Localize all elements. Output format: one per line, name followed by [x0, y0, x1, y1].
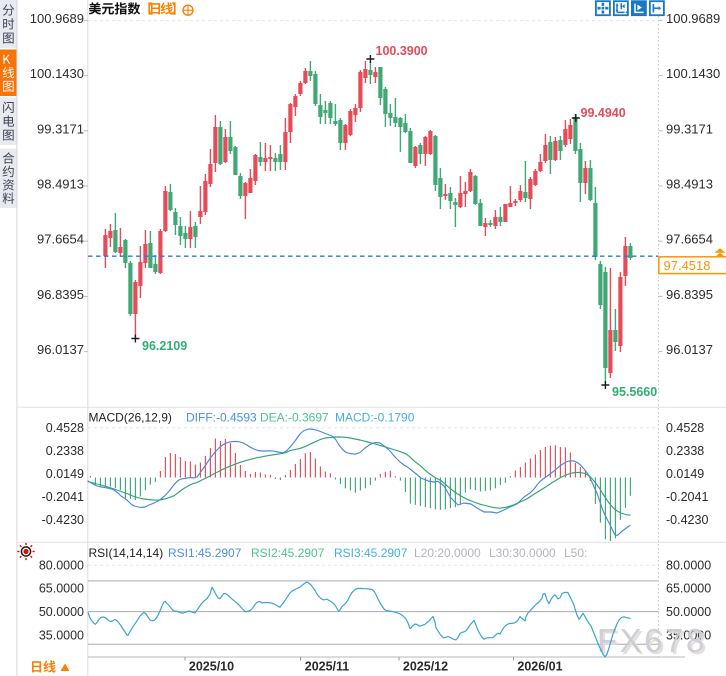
- svg-text:95.5660: 95.5660: [612, 385, 657, 399]
- svg-text:96.2109: 96.2109: [142, 339, 187, 353]
- svg-text:96.8395: 96.8395: [37, 287, 84, 302]
- svg-text:2026/01: 2026/01: [517, 660, 562, 674]
- svg-text:97.4518: 97.4518: [664, 258, 711, 273]
- svg-text:L30:30.0000: L30:30.0000: [489, 546, 556, 560]
- svg-text:0.0149: 0.0149: [666, 467, 704, 481]
- svg-text:RSI2:45.2907: RSI2:45.2907: [251, 546, 325, 560]
- svg-text:2025/11: 2025/11: [305, 660, 350, 674]
- svg-text:100.9689: 100.9689: [30, 11, 84, 26]
- svg-text:80.0000: 80.0000: [666, 558, 711, 572]
- svg-text:0.2338: 0.2338: [666, 444, 704, 458]
- svg-text:DIFF:-0.4593: DIFF:-0.4593: [186, 411, 257, 425]
- svg-text:RSI3:45.2907: RSI3:45.2907: [334, 546, 408, 560]
- svg-text:99.3171: 99.3171: [666, 121, 713, 136]
- svg-text:65.0000: 65.0000: [666, 582, 711, 596]
- svg-text:99.4940: 99.4940: [581, 106, 626, 120]
- svg-text:98.4913: 98.4913: [666, 177, 713, 192]
- svg-text:0.2338: 0.2338: [46, 444, 84, 458]
- svg-text:MACD(26,12,9): MACD(26,12,9): [89, 411, 172, 425]
- svg-text:FX678: FX678: [599, 624, 709, 661]
- svg-text:0.0149: 0.0149: [46, 467, 84, 481]
- svg-text:-0.2041: -0.2041: [42, 490, 84, 504]
- svg-text:96.0137: 96.0137: [666, 342, 713, 357]
- svg-text:L20:20.0000: L20:20.0000: [414, 546, 481, 560]
- svg-text:100.1430: 100.1430: [30, 66, 84, 81]
- svg-text:50.0000: 50.0000: [39, 605, 84, 619]
- svg-text:0.4528: 0.4528: [46, 421, 84, 435]
- svg-text:99.3171: 99.3171: [37, 121, 84, 136]
- svg-text:96.8395: 96.8395: [666, 287, 713, 302]
- svg-text:97.6654: 97.6654: [37, 232, 84, 247]
- svg-text:-0.2041: -0.2041: [666, 490, 708, 504]
- svg-text:80.0000: 80.0000: [39, 558, 84, 572]
- svg-text:-0.4230: -0.4230: [666, 513, 708, 527]
- svg-text:0.4528: 0.4528: [666, 421, 704, 435]
- svg-text:2025/10: 2025/10: [189, 660, 234, 674]
- svg-text:50.0000: 50.0000: [666, 605, 711, 619]
- svg-text:RSI(14,14,14): RSI(14,14,14): [89, 546, 164, 560]
- svg-text:-0.4230: -0.4230: [42, 513, 84, 527]
- svg-text:35.0000: 35.0000: [39, 629, 84, 643]
- svg-text:97.6654: 97.6654: [666, 232, 713, 247]
- svg-text:96.0137: 96.0137: [37, 342, 84, 357]
- svg-text:MACD:-0.1790: MACD:-0.1790: [335, 411, 415, 425]
- svg-text:100.1430: 100.1430: [666, 66, 720, 81]
- svg-text:100.9689: 100.9689: [666, 11, 720, 26]
- svg-text:DEA:-0.3697: DEA:-0.3697: [260, 411, 329, 425]
- svg-text:35.0000: 35.0000: [666, 629, 711, 643]
- svg-text:2025/12: 2025/12: [403, 660, 448, 674]
- svg-text:65.0000: 65.0000: [39, 582, 84, 596]
- svg-text:100.3900: 100.3900: [376, 44, 428, 58]
- svg-text:FX678: FX678: [597, 622, 707, 659]
- svg-text:98.4913: 98.4913: [37, 177, 84, 192]
- svg-text:L50:: L50:: [564, 546, 587, 560]
- svg-text:RSI1:45.2907: RSI1:45.2907: [168, 546, 242, 560]
